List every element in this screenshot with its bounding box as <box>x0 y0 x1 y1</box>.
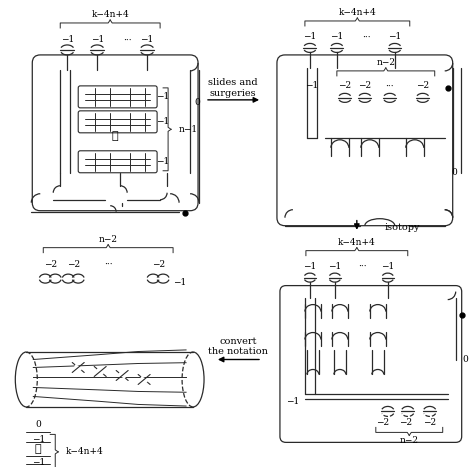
Text: −1: −1 <box>61 36 74 44</box>
Text: 0: 0 <box>452 168 457 177</box>
Text: ···: ··· <box>385 81 394 90</box>
Text: ···: ··· <box>104 260 112 269</box>
Text: ···: ··· <box>363 32 371 42</box>
Text: −1: −1 <box>91 36 104 44</box>
Text: ···: ··· <box>123 36 131 44</box>
Text: n−1: n−1 <box>179 125 198 134</box>
Text: −1: −1 <box>156 157 170 166</box>
Text: −2: −2 <box>416 81 429 90</box>
Text: ⋮: ⋮ <box>35 445 42 454</box>
Text: k−4n+4: k−4n+4 <box>338 8 376 17</box>
Text: −1: −1 <box>388 32 401 42</box>
Text: k−4n+4: k−4n+4 <box>338 238 376 247</box>
Text: −1: −1 <box>305 81 319 90</box>
Text: convert
the notation: convert the notation <box>208 337 268 356</box>
Text: n−2: n−2 <box>376 58 395 67</box>
Text: k−4n+4: k−4n+4 <box>91 10 129 20</box>
Text: −1: −1 <box>381 262 394 271</box>
Text: −1: −1 <box>173 278 187 287</box>
Text: −1: −1 <box>32 435 45 444</box>
Text: −2: −2 <box>44 260 57 269</box>
Text: −2: −2 <box>376 418 389 427</box>
Text: −1: −1 <box>303 32 317 42</box>
Text: −1: −1 <box>156 117 170 126</box>
Text: −1: −1 <box>303 262 317 271</box>
Text: slides and
surgeries: slides and surgeries <box>208 78 258 97</box>
Text: −2: −2 <box>338 81 351 90</box>
Text: −1: −1 <box>32 458 45 467</box>
Text: −1: −1 <box>140 36 154 44</box>
Text: 0: 0 <box>194 98 200 107</box>
Text: −2: −2 <box>399 418 412 427</box>
Text: −2: −2 <box>152 260 164 269</box>
Text: n−2: n−2 <box>99 235 118 244</box>
Text: −1: −1 <box>330 32 344 42</box>
Text: ⋮: ⋮ <box>112 131 118 141</box>
Text: −2: −2 <box>358 81 372 90</box>
Text: −1: −1 <box>286 397 300 406</box>
Text: −1: −1 <box>156 92 170 102</box>
Text: −2: −2 <box>423 418 436 427</box>
Text: ···: ··· <box>358 262 367 271</box>
Text: −2: −2 <box>67 260 80 269</box>
Text: k−4n+4: k−4n+4 <box>66 447 104 456</box>
Text: 0: 0 <box>36 420 41 429</box>
Text: 0: 0 <box>463 355 469 364</box>
Text: n−2: n−2 <box>400 436 419 445</box>
Text: −1: −1 <box>328 262 341 271</box>
Text: isotopy: isotopy <box>385 223 420 232</box>
